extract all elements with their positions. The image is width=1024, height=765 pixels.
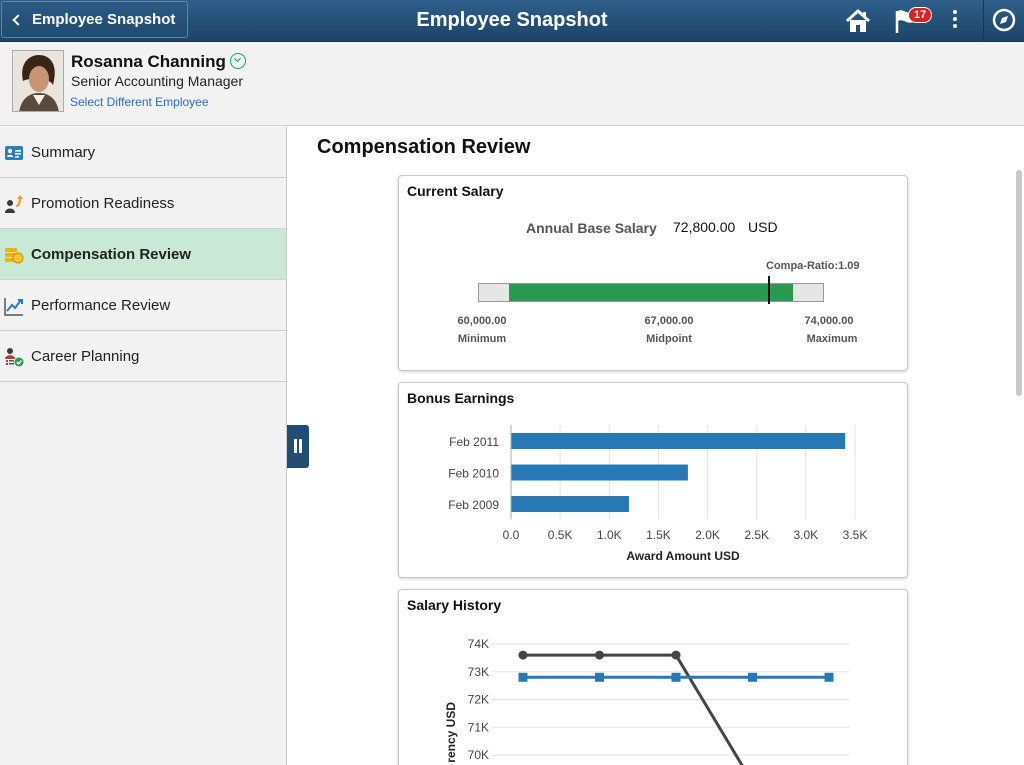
pause-icon <box>294 439 297 453</box>
chevron-left-icon <box>12 13 24 26</box>
current-salary-card: Current Salary Annual Base Salary 72,800… <box>398 175 908 371</box>
data-point[interactable] <box>518 650 528 660</box>
sidebar-item-compensation-review[interactable]: Compensation Review <box>0 229 286 280</box>
sidebar-item-performance-review[interactable]: Performance Review <box>0 280 286 331</box>
data-point[interactable] <box>748 672 757 682</box>
x-tick-label: 3.5K <box>843 528 868 542</box>
profile-card-icon <box>5 146 23 160</box>
main-content: Compensation Review Current Salary Annua… <box>288 127 1024 765</box>
data-point[interactable] <box>671 650 681 660</box>
sidebar-item-summary[interactable]: Summary <box>0 127 286 178</box>
y-tick-label: 71K <box>468 720 489 734</box>
employee-name-text: Rosanna Channing <box>71 52 226 71</box>
sidebar-collapse-button[interactable] <box>287 425 309 468</box>
notifications-button[interactable]: 17 <box>894 7 933 35</box>
coins-icon <box>5 248 24 264</box>
trend-chart-icon <box>4 298 23 316</box>
bonus-bar[interactable] <box>511 464 688 481</box>
y-tick-label: 74K <box>468 637 489 651</box>
data-point[interactable] <box>595 650 604 660</box>
y-category-label: Feb 2010 <box>448 467 499 481</box>
data-point[interactable] <box>595 672 604 682</box>
navbar-compass-icon[interactable] <box>983 0 1024 41</box>
x-tick-label: 1.5K <box>646 528 671 542</box>
x-tick-label: 1.0K <box>597 528 622 542</box>
x-tick-label: 2.0K <box>695 528 720 542</box>
x-tick-label: 3.0K <box>794 528 819 542</box>
data-point[interactable] <box>671 672 681 682</box>
chevron-down-icon[interactable] <box>229 53 246 69</box>
back-button[interactable]: Employee Snapshot <box>1 1 188 38</box>
sidebar-item-career-planning[interactable]: Career Planning <box>0 331 286 382</box>
series-line <box>523 653 744 765</box>
page-title: Compensation Review <box>317 136 531 158</box>
select-different-employee-link[interactable]: Select Different Employee <box>70 95 209 109</box>
salary-history-card: Salary History 74K 73K 72K 71K 70K rency USD <box>398 589 908 765</box>
y-tick-label: 72K <box>468 693 489 707</box>
y-category-label: Feb 2011 <box>449 435 499 449</box>
range-min-value: 60,000.00 <box>457 315 507 327</box>
sidebar-item-label: Compensation Review <box>31 245 192 263</box>
employee-job-title: Senior Accounting Manager <box>71 73 243 89</box>
bonus-bar[interactable] <box>511 433 846 449</box>
bonus-bar[interactable] <box>511 496 629 512</box>
data-point[interactable] <box>824 672 834 682</box>
salary-range-fill <box>509 284 793 301</box>
range-max-label: Maximum <box>806 333 858 345</box>
card-title: Current Salary <box>407 183 504 199</box>
employee-name[interactable]: Rosanna Channing <box>71 52 246 72</box>
promotion-icon <box>5 195 23 213</box>
sidebar-item-label: Performance Review <box>31 296 171 314</box>
notification-badge: 17 <box>908 7 933 23</box>
card-title: Bonus Earnings <box>407 390 515 406</box>
sidebar-item-label: Summary <box>31 143 96 161</box>
salary-history-chart: 74K 73K 72K 71K 70K rency USD <box>444 637 849 765</box>
y-tick-label: 73K <box>468 665 489 679</box>
x-tick-label: 0.5K <box>548 528 573 542</box>
range-min-label: Minimum <box>457 333 507 345</box>
range-max-value: 74,000.00 <box>804 315 854 327</box>
annual-base-salary-value: 72,800.00 <box>673 219 736 235</box>
more-actions-icon[interactable] <box>948 7 962 35</box>
career-plan-icon <box>5 348 24 367</box>
x-tick-label: 0.0 <box>503 528 520 542</box>
x-tick-label: 2.5K <box>744 528 769 542</box>
sidebar-item-label: Promotion Readiness <box>31 194 175 212</box>
app-header: Employee Snapshot Employee Snapshot 17 <box>0 0 1024 42</box>
range-mid-value: 67,000.00 <box>644 315 694 327</box>
compa-ratio: Compa-Ratio:1.09 <box>766 260 860 272</box>
sidebar-item-promotion-readiness[interactable]: Promotion Readiness <box>0 178 286 229</box>
home-icon[interactable] <box>844 7 872 35</box>
back-button-label: Employee Snapshot <box>32 11 176 28</box>
sidebar: Summary Promotion Readiness Compensation… <box>0 127 287 765</box>
bonus-earnings-chart: 0.0 0.5K 1.0K 1.5K 2.0K 2.5K 3.0K 3.5K Feb 2011 F… <box>448 425 868 563</box>
current-salary-marker <box>768 276 770 304</box>
annual-base-salary-label: Annual Base Salary <box>526 220 657 236</box>
avatar <box>12 50 64 112</box>
sidebar-item-label: Career Planning <box>31 347 140 365</box>
range-mid-label: Midpoint <box>646 333 692 345</box>
salary-range-bar <box>478 276 824 304</box>
salary-currency: USD <box>748 219 778 235</box>
data-point[interactable] <box>518 672 528 682</box>
bonus-earnings-card: Bonus Earnings 0.0 0.5K 1.0K 1.5K 2.0K 2.5K 3.… <box>398 382 908 578</box>
y-category-label: Feb 2009 <box>448 498 499 512</box>
employee-banner: Rosanna Channing Senior Accounting Manag… <box>0 42 1024 126</box>
x-axis-title: Award Amount USD <box>626 549 740 563</box>
y-tick-label: 70K <box>468 748 489 762</box>
card-title: Salary History <box>407 597 502 613</box>
y-axis-title: rency USD <box>444 702 458 763</box>
scrollbar[interactable] <box>1016 170 1022 396</box>
